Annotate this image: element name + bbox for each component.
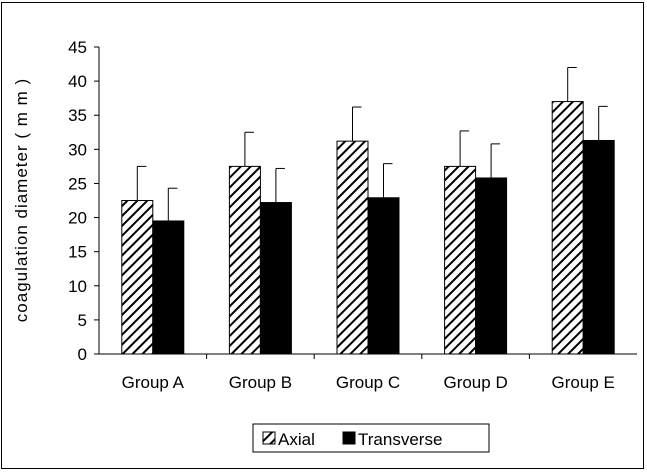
y-axis-label: coagulation diameter ( m m ) — [12, 78, 31, 322]
bar-axial-group-e — [551, 101, 584, 355]
y-tick-label: 15 — [68, 243, 87, 262]
x-category-label: Group D — [443, 373, 507, 392]
y-tick-label: 20 — [68, 209, 87, 228]
bar-axial-group-a — [121, 200, 154, 355]
legend: Axial Transverse — [252, 423, 490, 453]
y-tick-label: 5 — [78, 311, 87, 330]
bars — [121, 101, 615, 355]
bar-transverse-group-a — [152, 220, 185, 355]
legend-label-transverse: Transverse — [358, 430, 442, 449]
x-category-label: Group A — [122, 373, 185, 392]
bar-transverse-group-e — [582, 139, 615, 355]
legend-box — [252, 423, 490, 453]
y-tick-label: 30 — [68, 140, 87, 159]
x-category-label: Group C — [336, 373, 400, 392]
bar-axial-group-d — [444, 165, 477, 355]
y-tick-label: 0 — [78, 345, 87, 364]
bar-transverse-group-d — [475, 177, 508, 355]
y-tick-label: 45 — [68, 38, 87, 57]
x-category-label: Group B — [229, 373, 292, 392]
y-tick-label: 25 — [68, 174, 87, 193]
legend-swatch-axial — [262, 431, 276, 445]
error-bars — [136, 66, 608, 221]
y-tick-label: 10 — [68, 277, 87, 296]
y-tick-label: 40 — [68, 72, 87, 91]
x-category-label: Group E — [552, 373, 615, 392]
axes: 0 5 10 15 20 25 30 35 40 45 Group A Group B Group C G… — [68, 38, 637, 392]
bar-axial-group-b — [228, 165, 261, 355]
bar-axial-group-c — [336, 140, 369, 355]
y-tick-label: 35 — [68, 106, 87, 125]
bar-transverse-group-c — [367, 197, 400, 355]
legend-label-axial: Axial — [278, 430, 315, 449]
legend-swatch-transverse — [342, 431, 356, 445]
bar-transverse-group-b — [259, 202, 292, 355]
